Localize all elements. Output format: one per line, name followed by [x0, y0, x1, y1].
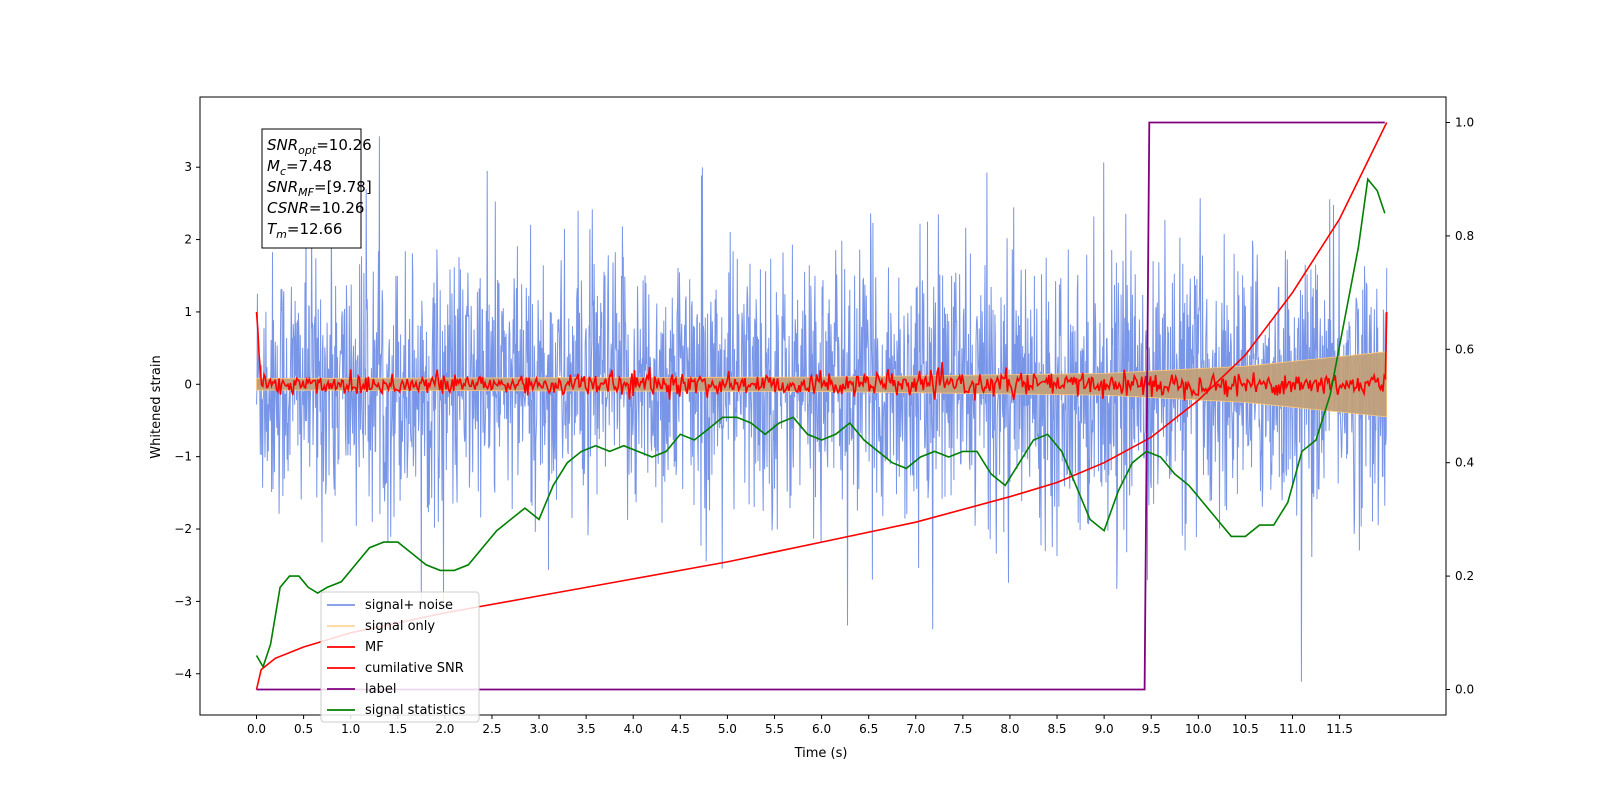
y-right-tick-label: 1.0: [1455, 116, 1474, 130]
legend-frame: [320, 591, 480, 723]
legend: signal+ noise signal only MF cumilative SNR…: [320, 591, 480, 723]
cumulative-snr-line: [255, 122, 1388, 690]
signal-noise-line: [256, 136, 1388, 682]
annotation-line: CSNR=10.26: [267, 199, 364, 217]
plot-area: [255, 121, 1388, 691]
x-tick-label: 8.0: [1000, 722, 1019, 736]
x-tick-label: 11.5: [1326, 722, 1353, 736]
annotation-frame: [261, 128, 362, 249]
annotation-symbol: M: [267, 157, 280, 175]
signal-statistics-line: [255, 177, 1386, 669]
annotation-symbol: SNR: [267, 136, 298, 154]
annotation-line: Mc=7.48: [267, 157, 332, 178]
x-tick-label: 5.0: [718, 722, 737, 736]
y-tick-label: −4: [174, 667, 192, 681]
y-tick-label: 0: [184, 377, 192, 391]
annotation-value: =10.26: [316, 136, 372, 154]
legend-entry: label: [365, 682, 396, 697]
y-axis-label: Whitened strain: [149, 355, 164, 458]
y-right-tick-label: 0.8: [1455, 229, 1474, 243]
legend-entry: signal statistics: [365, 703, 466, 718]
annotation-line: SNRMF=[9.78]: [267, 178, 372, 199]
annotation-line: Tm=12.66: [267, 220, 342, 241]
x-tick-label: 2.5: [482, 722, 501, 736]
x-tick-label: 9.5: [1142, 722, 1161, 736]
mf-line: [255, 311, 1388, 401]
y-tick-label: 3: [184, 160, 192, 174]
x-tick-label: 7.0: [906, 722, 925, 736]
x-tick-label: 0.5: [294, 722, 313, 736]
y-tick-label: −2: [174, 522, 192, 536]
x-tick-label: 6.0: [812, 722, 831, 736]
x-tick-label: 7.5: [953, 722, 972, 736]
y-tick-label: 2: [184, 233, 192, 247]
annotation-value: =10.26: [309, 199, 365, 217]
annotation-box: SNRopt=10.26Mc=7.48SNRMF=[9.78]CSNR=10.2…: [261, 128, 372, 249]
legend-entry: signal only: [365, 619, 435, 634]
y-tick-label: −3: [174, 594, 192, 608]
x-tick-label: 0.0: [247, 722, 266, 736]
annotation-subscript: c: [280, 165, 286, 178]
plot-frame: [199, 96, 1447, 716]
x-tick-label: 5.5: [765, 722, 784, 736]
y-tick-label: −1: [174, 450, 192, 464]
annotation-line: SNRopt=10.26: [267, 136, 372, 157]
x-tick-label: 9.0: [1095, 722, 1114, 736]
x-tick-label: 3.5: [577, 722, 596, 736]
x-tick-label: 8.5: [1047, 722, 1066, 736]
x-tick-label: 6.5: [859, 722, 878, 736]
x-tick-label: 1.5: [388, 722, 407, 736]
x-tick-label: 1.0: [341, 722, 360, 736]
annotation-symbol: CSNR: [267, 199, 309, 217]
label-line: [256, 121, 1385, 691]
legend-entry: signal+ noise: [365, 598, 453, 613]
annotation-symbol: SNR: [267, 178, 298, 196]
annotation-symbol: T: [267, 220, 278, 238]
y-right-tick-label: 0.4: [1455, 456, 1474, 470]
annotation-subscript: opt: [298, 144, 317, 157]
x-tick-label: 10.5: [1232, 722, 1259, 736]
annotation-subscript: m: [276, 228, 287, 241]
y-right-tick-label: 0.0: [1455, 682, 1474, 696]
y-right-tick-label: 0.2: [1455, 569, 1474, 583]
y-right-tick-label: 0.6: [1455, 342, 1474, 356]
annotation-subscript: MF: [298, 186, 314, 199]
annotation-value: =12.66: [287, 220, 343, 238]
x-tick-label: 3.0: [530, 722, 549, 736]
y-tick-label: 1: [184, 305, 192, 319]
legend-entry: MF: [365, 640, 384, 655]
x-tick-label: 4.0: [624, 722, 643, 736]
axes: 0.0 0.5 1.0 1.5 2.0 2.5 3.0 3.5 4.0 4.5 5.0 5.5 6.0 6…: [174, 96, 1474, 736]
x-tick-label: 4.5: [671, 722, 690, 736]
legend-entry: cumilative SNR: [365, 661, 464, 676]
annotation-value: =7.48: [286, 157, 332, 175]
x-tick-label: 11.0: [1279, 722, 1306, 736]
x-axis-label: Time (s): [794, 746, 848, 761]
annotation-value: =[9.78]: [314, 178, 372, 196]
x-tick-label: 10.0: [1185, 722, 1212, 736]
x-tick-label: 2.0: [435, 722, 454, 736]
